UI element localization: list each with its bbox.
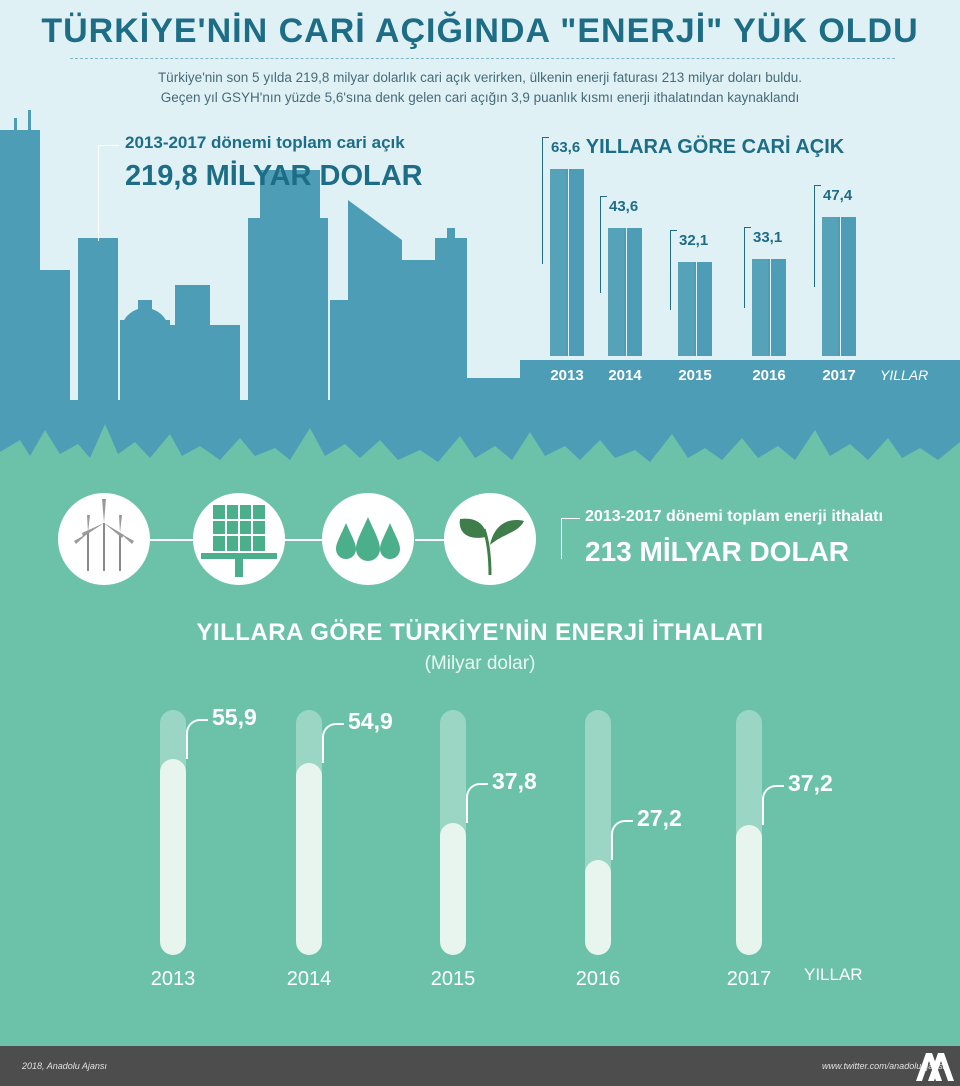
energy-year-label: 2017 xyxy=(726,968,772,990)
subtitle-line-2: Geçen yıl GSYH'nın yüzde 5,6'sına denk g… xyxy=(160,90,800,105)
icon-connector-3 xyxy=(415,539,455,541)
icon-connector-2 xyxy=(285,539,325,541)
energy-year-label: 2014 xyxy=(286,968,332,990)
deficit-label-bracket xyxy=(542,137,549,264)
deficit-value-label: 32,1 xyxy=(679,231,709,249)
footer-credit: 2018, Anadolu Ajansı xyxy=(22,1061,107,1071)
energy-value-label: 54,9 xyxy=(348,707,393,734)
page-title: TÜRKİYE'NİN CARİ AÇIĞINDA "ENERJİ" YÜK O… xyxy=(41,12,919,50)
deficit-bar-divider xyxy=(626,227,627,356)
water-drops-icon xyxy=(322,493,414,585)
deficit-year-label: 2015 xyxy=(678,367,712,384)
energy-chart-unit: (Milyar dolar) xyxy=(424,653,536,674)
deficit-bar-divider xyxy=(770,258,771,356)
deficit-label-bracket xyxy=(670,229,677,310)
energy-label-connector xyxy=(322,722,344,763)
energy-bar-fill xyxy=(585,859,611,955)
deficit-label-bracket xyxy=(744,226,751,309)
anadolu-agency-logo xyxy=(912,1049,956,1083)
energy-label-connector xyxy=(611,819,633,860)
deficit-value-label: 63,6 xyxy=(551,139,581,157)
energy-tube-2013 xyxy=(160,710,186,955)
deficit-year-label: 2013 xyxy=(550,367,584,384)
energy-label-connector xyxy=(186,719,208,760)
energy-value-label: 55,9 xyxy=(212,704,257,731)
footer-bar xyxy=(0,1046,960,1086)
deficit-label-bracket xyxy=(600,195,607,293)
deficit-year-label: 2017 xyxy=(822,367,856,384)
energy-bar-fill xyxy=(296,762,322,955)
deficit-bar-2015 xyxy=(678,261,712,356)
energy-tube-2016 xyxy=(585,710,611,955)
energy-chart-title: YILLARA GÖRE TÜRKİYE'NİN ENERJİ İTHALATI xyxy=(196,619,764,646)
energy-value-label: 37,2 xyxy=(788,769,833,796)
title-divider xyxy=(70,58,895,59)
deficit-bar-2017 xyxy=(822,216,856,356)
energy-year-label: 2013 xyxy=(150,968,196,990)
energy-leader-line xyxy=(561,518,580,559)
energy-chart-x-axis-title: YILLAR xyxy=(804,965,863,984)
deficit-bar-2016 xyxy=(752,258,786,356)
subtitle-line-1: Türkiye'nin son 5 yılda 219,8 milyar dol… xyxy=(157,70,803,85)
energy-label-connector xyxy=(762,784,784,825)
deficit-chart-x-axis-title: YILLAR xyxy=(880,367,929,383)
energy-total-label: 2013-2017 dönemi toplam enerji ithalatı xyxy=(585,508,883,525)
energy-bar-fill xyxy=(160,759,186,955)
grass-edge xyxy=(0,424,960,474)
deficit-bar-divider xyxy=(568,169,569,356)
deficit-bar-divider xyxy=(696,261,697,356)
energy-value-label: 27,2 xyxy=(637,804,682,831)
wind-turbine-icon xyxy=(58,493,150,585)
deficit-chart-title: YILLARA GÖRE CARİ AÇIK xyxy=(585,136,845,158)
energy-year-label: 2015 xyxy=(430,968,476,990)
deficit-bar-2014 xyxy=(608,227,642,356)
deficit-total-label: 2013-2017 dönemi toplam cari açık xyxy=(125,133,405,152)
energy-tube-2014 xyxy=(296,710,322,955)
leaf-icon xyxy=(444,493,536,585)
icon-connector-1 xyxy=(150,539,195,541)
footer-twitter-link[interactable]: www.twitter.com/anadoluajansi xyxy=(822,1061,945,1071)
city-skyline xyxy=(0,110,960,470)
energy-bar-fill xyxy=(440,822,466,955)
deficit-leader-line xyxy=(98,145,119,241)
energy-value-label: 37,8 xyxy=(492,767,537,794)
energy-tube-2017 xyxy=(736,710,762,955)
deficit-value-label: 33,1 xyxy=(753,228,783,246)
energy-year-label: 2016 xyxy=(575,968,621,990)
deficit-total-value: 219,8 MİLYAR DOLAR xyxy=(125,160,423,192)
energy-tube-2015 xyxy=(440,710,466,955)
energy-bar-fill xyxy=(736,824,762,955)
deficit-value-label: 47,4 xyxy=(823,186,853,204)
deficit-year-label: 2016 xyxy=(752,367,786,384)
deficit-label-bracket xyxy=(814,184,821,288)
solar-panel-icon xyxy=(193,493,285,585)
deficit-bar-2013 xyxy=(550,169,584,356)
deficit-year-label: 2014 xyxy=(608,367,642,384)
page-subtitle: Türkiye'nin son 5 yılda 219,8 milyar dol… xyxy=(60,68,900,108)
energy-total-value: 213 MİLYAR DOLAR xyxy=(585,536,850,567)
deficit-value-label: 43,6 xyxy=(609,197,639,215)
energy-label-connector xyxy=(466,782,488,823)
deficit-bar-divider xyxy=(840,216,841,356)
